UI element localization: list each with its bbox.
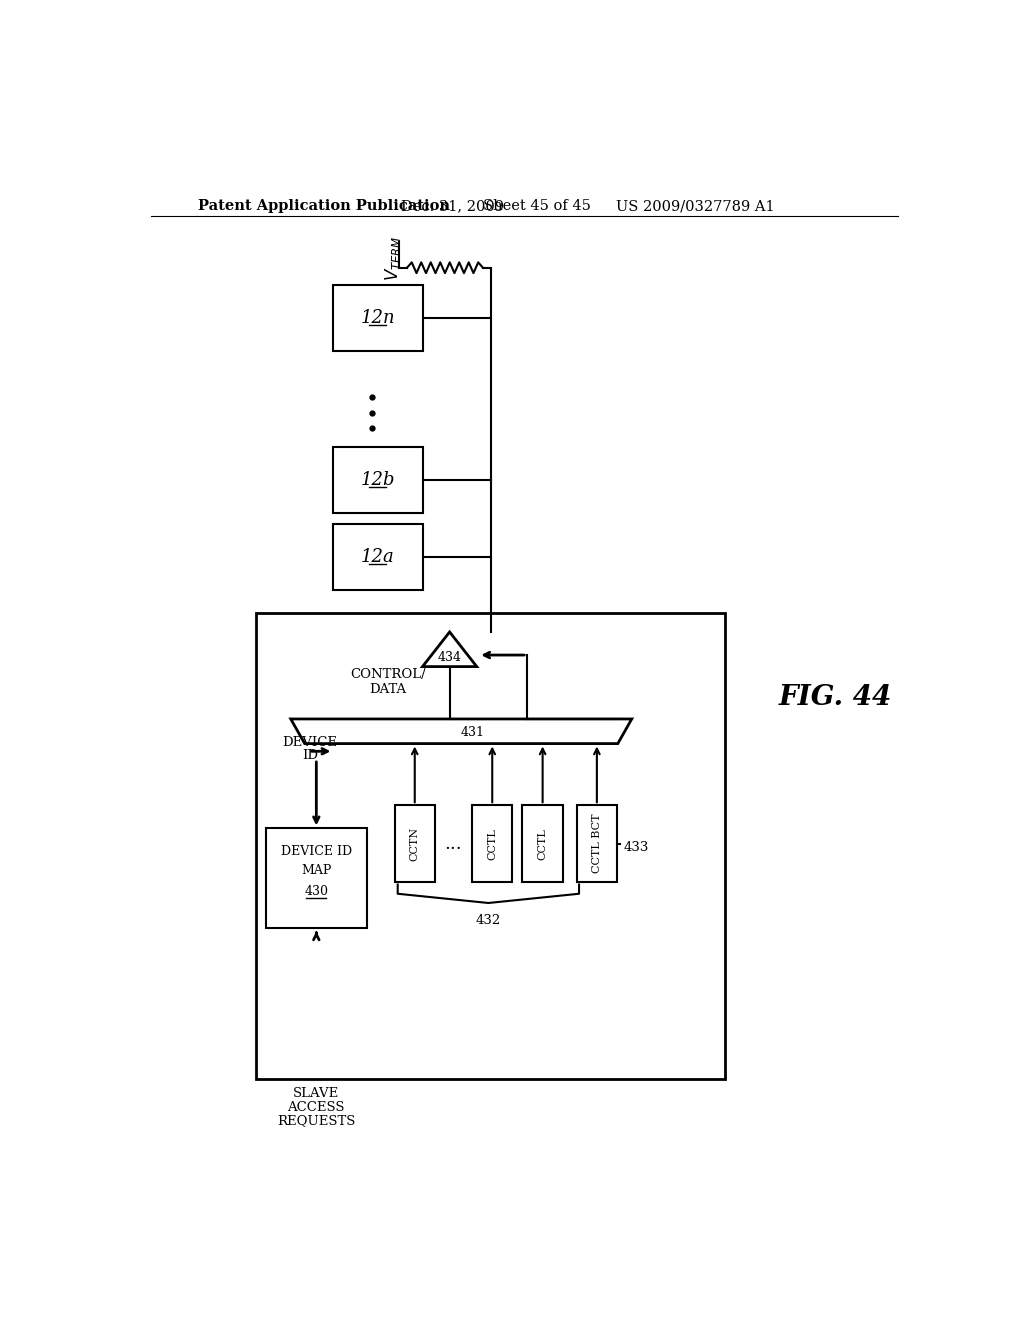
Text: 434: 434 (437, 651, 462, 664)
Text: 12b: 12b (360, 471, 395, 488)
Text: 12n: 12n (360, 309, 395, 327)
Text: CCTL BCT: CCTL BCT (592, 814, 602, 874)
Text: 433: 433 (624, 841, 649, 854)
Text: ACCESS: ACCESS (288, 1101, 345, 1114)
Bar (334, 447, 423, 512)
Text: CONTROL/
DATA: CONTROL/ DATA (350, 668, 425, 696)
Bar (394, 805, 435, 882)
Text: Patent Application Publication: Patent Application Publication (198, 199, 450, 213)
Bar (334, 524, 423, 590)
Text: REQUESTS: REQUESTS (278, 1114, 355, 1127)
Text: 432: 432 (476, 915, 501, 927)
Text: Dec. 31, 2009: Dec. 31, 2009 (400, 199, 504, 213)
Bar (472, 805, 512, 882)
Text: DEVICE: DEVICE (283, 735, 338, 748)
Text: CCTL: CCTL (487, 828, 498, 859)
Text: DEVICE ID: DEVICE ID (281, 845, 352, 858)
Bar (266, 829, 367, 928)
Bar (577, 805, 617, 882)
Text: US 2009/0327789 A1: US 2009/0327789 A1 (616, 199, 775, 213)
Text: 12a: 12a (361, 548, 395, 566)
Bar (256, 612, 725, 1078)
Text: ID: ID (302, 748, 318, 762)
Text: 430: 430 (304, 884, 329, 898)
Text: SLAVE: SLAVE (293, 1088, 339, 1101)
Text: FIG. 44: FIG. 44 (779, 684, 892, 711)
Text: $\mathit{V}_{\mathit{TERM}}$: $\mathit{V}_{\mathit{TERM}}$ (383, 236, 403, 281)
Text: 431: 431 (461, 726, 485, 739)
Bar (522, 805, 563, 882)
Bar (334, 285, 423, 351)
Text: Sheet 45 of 45: Sheet 45 of 45 (483, 199, 591, 213)
Text: MAP: MAP (301, 865, 332, 878)
Text: ...: ... (444, 834, 462, 853)
Text: CCTL: CCTL (538, 828, 548, 859)
Text: CCTN: CCTN (410, 826, 420, 861)
